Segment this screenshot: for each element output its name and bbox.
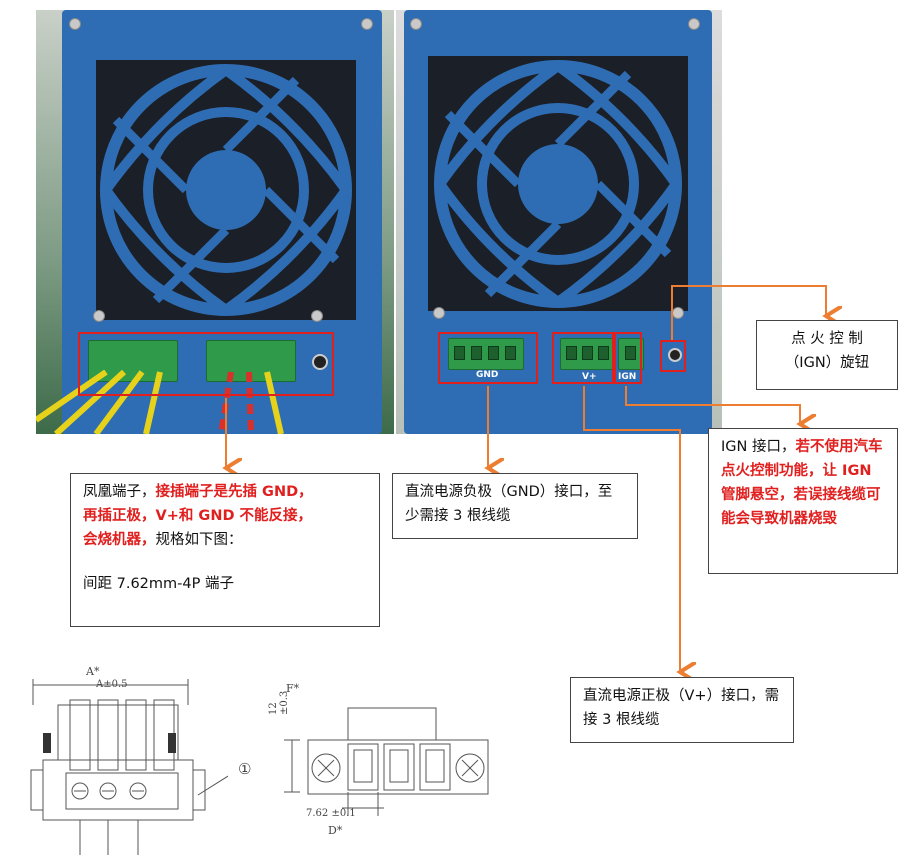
power-button bbox=[312, 354, 328, 370]
phoenix-spec: 间距 7.62mm-4P 端子 bbox=[83, 576, 234, 592]
callout-1-label: ① bbox=[238, 760, 252, 778]
screw bbox=[69, 18, 81, 30]
phoenix-terminal-note: 凤凰端子，接插端子是先插 GND， 再插正极，V+和 GND 不能反接， 会烧机… bbox=[70, 473, 380, 627]
phoenix-warning-1: 接插端子是先插 GND， bbox=[155, 484, 313, 500]
screw bbox=[361, 18, 373, 30]
screw bbox=[93, 310, 105, 322]
gnd-pin bbox=[471, 346, 482, 360]
ign-highlight bbox=[614, 332, 642, 384]
dimension-d-label: D* bbox=[328, 824, 343, 837]
vplus-pin bbox=[598, 346, 609, 360]
gnd-highlight bbox=[438, 332, 538, 384]
terminal-screw-head bbox=[168, 733, 176, 753]
screw bbox=[433, 307, 445, 319]
ign-note-normal: IGN 接口， bbox=[721, 439, 796, 455]
ignition-note-text: 点 火 控 制（IGN）旋钮 bbox=[784, 331, 870, 371]
ignition-knob bbox=[668, 348, 682, 362]
ign-silk-label: IGN bbox=[618, 372, 637, 382]
screw bbox=[688, 18, 700, 30]
vplus-pin bbox=[566, 346, 577, 360]
pitch-dimension: 7.62 ±0.1 bbox=[306, 808, 356, 819]
dimension-a-label: A* bbox=[86, 665, 100, 678]
gnd-note-text: 直流电源负极（GND）接口，至少需接 3 根线缆 bbox=[405, 484, 613, 524]
right-device-photo: GND V+ IGN bbox=[396, 10, 722, 434]
left-fan-grille bbox=[96, 60, 356, 320]
dimension-f-value: 12 ±0.3 bbox=[268, 690, 290, 715]
ignition-knob-highlight bbox=[660, 340, 686, 372]
phoenix-normal-1: 凤凰端子， bbox=[83, 484, 156, 500]
left-device-photo bbox=[36, 10, 394, 434]
gnd-interface-note: 直流电源负极（GND）接口，至少需接 3 根线缆 bbox=[392, 473, 638, 539]
ign-pin bbox=[625, 346, 636, 360]
vplus-note-text: 直流电源正极（V+）接口，需接 3 根线缆 bbox=[583, 688, 780, 728]
phoenix-normal-2: 规格如下图： bbox=[155, 532, 243, 548]
vplus-pin bbox=[582, 346, 593, 360]
vplus-highlight bbox=[552, 332, 614, 384]
gnd-pin bbox=[454, 346, 465, 360]
terminal-screw-head bbox=[43, 733, 51, 753]
gnd-pin bbox=[488, 346, 499, 360]
gnd-silk-label: GND bbox=[476, 370, 499, 380]
ignition-knob-note: 点 火 控 制（IGN）旋钮 bbox=[756, 320, 898, 390]
terminal-front-drawing bbox=[30, 679, 228, 855]
gnd-pin bbox=[505, 346, 516, 360]
vplus-interface-note: 直流电源正极（V+）接口，需接 3 根线缆 bbox=[570, 677, 794, 743]
dimension-a-tolerance: A±0.5 bbox=[96, 679, 128, 690]
dimension-f-label: F* bbox=[286, 682, 300, 695]
screw bbox=[410, 18, 422, 30]
right-fan-grille bbox=[428, 56, 688, 311]
phoenix-terminal-highlight bbox=[78, 332, 334, 396]
terminal-side-drawing bbox=[284, 707, 489, 816]
vplus-silk-label: V+ bbox=[582, 372, 597, 382]
ign-interface-note: IGN 接口，若不使用汽车点火控制功能，让 IGN 管脚悬空，若误接线缆可能会导… bbox=[708, 428, 898, 574]
power-cables bbox=[36, 370, 284, 434]
ign-note-warning: 若不使用汽车点火控制功能，让 IGN 管脚悬空，若误接线缆可能会导致机器烧毁 bbox=[721, 439, 883, 527]
phoenix-warning-2: 再插正极，V+和 GND 不能反接， bbox=[83, 508, 313, 524]
phoenix-warning-3: 会烧机器， bbox=[83, 532, 156, 548]
screw bbox=[311, 310, 323, 322]
